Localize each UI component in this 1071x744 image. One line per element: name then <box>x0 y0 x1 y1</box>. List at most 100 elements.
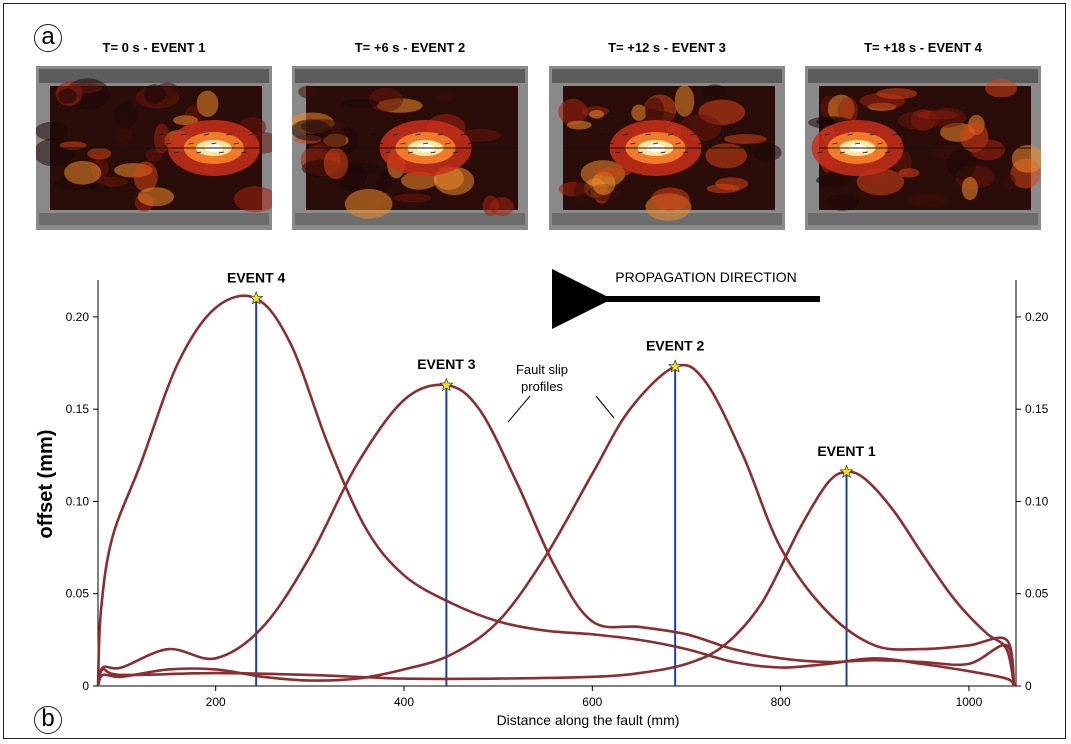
y-tick-label-left: 0.20 <box>66 310 90 324</box>
snapshot-vector <box>652 142 659 145</box>
snapshot-blob <box>339 163 380 175</box>
snapshot-vector <box>385 151 391 154</box>
snapshot-blob <box>87 147 112 160</box>
snapshot-blob <box>323 147 349 180</box>
event-label-event-1: EVENT 1 <box>817 443 876 459</box>
snapshot-blob <box>292 119 332 141</box>
snapshot-vector <box>847 133 853 136</box>
snapshot-blob <box>594 168 632 177</box>
snapshot-blob <box>143 84 166 105</box>
x-tick-label: 1000 <box>956 695 983 709</box>
snapshot-vector <box>241 151 247 154</box>
y-tick-label-right: 0.20 <box>1025 310 1049 324</box>
snapshot-blob <box>907 193 947 207</box>
snapshot-image-1 <box>36 66 272 230</box>
snapshot-blob <box>592 171 616 195</box>
snapshot-vector <box>218 151 224 154</box>
snapshot-image-3 <box>549 66 785 230</box>
snapshot-vector <box>211 142 217 145</box>
snapshot-blob <box>393 193 432 203</box>
snapshot-vector <box>615 151 621 154</box>
peak-star-event-3 <box>439 377 454 392</box>
snapshot-blob <box>705 143 747 169</box>
snapshot-vector <box>166 142 172 145</box>
snapshot-bottom-bar <box>808 213 1038 225</box>
snapshot-blob <box>674 85 695 117</box>
snapshot-blob <box>153 123 171 154</box>
snapshot-blob <box>376 171 392 193</box>
snapshot-vector <box>467 142 474 145</box>
snapshot-blob <box>67 83 103 94</box>
snapshot-blob <box>838 97 859 124</box>
y-axis-title: offset (mm) <box>35 430 57 539</box>
snapshot-top-bar <box>295 69 525 83</box>
propagation-direction-label: PROPAGATION DIRECTION <box>615 269 797 285</box>
snapshot-blob <box>1003 174 1016 190</box>
snapshot-vector <box>824 133 831 136</box>
event-label-event-4: EVENT 4 <box>227 269 286 285</box>
snapshot-blob <box>1011 145 1041 173</box>
snapshot-vector <box>445 142 451 145</box>
snapshot-vector <box>422 142 429 145</box>
snapshot-blob <box>724 134 767 144</box>
snapshot-blob <box>970 139 1005 161</box>
snapshot-blob <box>89 183 108 193</box>
snapshot-vector <box>437 133 444 136</box>
y-tick-label-right: 0.05 <box>1025 587 1049 601</box>
snapshot-image-2 <box>292 66 528 230</box>
snapshot-blob <box>64 160 102 185</box>
snapshot-vector <box>600 133 606 136</box>
snapshot-vector <box>181 133 187 136</box>
x-tick-label: 600 <box>582 695 602 709</box>
snapshot-vector <box>817 151 823 154</box>
snapshot-vector <box>862 151 868 154</box>
snapshot-blob <box>706 184 740 194</box>
snapshot-vector <box>415 133 421 136</box>
snapshot-vector <box>188 142 194 145</box>
fault-slip-label-line1: Fault slip <box>516 362 568 377</box>
snapshot-bottom-bar <box>39 213 269 225</box>
y-tick-label-left: 0.05 <box>66 587 90 601</box>
snapshot-vector <box>839 151 846 154</box>
slip-profile-event-3 <box>96 383 1016 687</box>
snapshot-blob <box>36 121 68 141</box>
snapshot-vector <box>377 142 384 145</box>
snapshot-blob <box>344 189 393 219</box>
snapshot-blob <box>985 79 1017 98</box>
snapshot-blob <box>644 97 665 124</box>
snapshot-vector <box>884 151 891 154</box>
snapshot-blob <box>589 109 605 119</box>
y-tick-label-left: 0.10 <box>66 494 90 508</box>
snapshot-blob <box>137 187 174 207</box>
snapshot-vector <box>637 151 644 154</box>
snapshot-vector <box>675 142 681 145</box>
snapshot-vector <box>370 133 376 136</box>
snapshot-vector <box>226 133 232 136</box>
snapshot-bottom-bar <box>295 213 525 225</box>
slip-profile-event-4 <box>96 294 1016 687</box>
y-tick-label-right: 0.10 <box>1025 494 1049 508</box>
peak-star-event-1 <box>839 464 854 479</box>
snapshot-vector <box>667 133 674 136</box>
peak-star-event-4 <box>249 291 264 305</box>
snapshot-vector <box>173 151 179 154</box>
y-tick-label-left: 0 <box>82 679 89 693</box>
snapshot-blob <box>59 141 87 150</box>
snapshot-vector <box>645 133 651 136</box>
snapshot-blob <box>876 88 918 100</box>
snapshot-title-3: T= +12 s - EVENT 3 <box>608 40 726 55</box>
snapshot-blob <box>631 104 647 121</box>
snapshot-blob <box>815 174 850 186</box>
snapshot-vector <box>460 133 466 136</box>
snapshot-vector <box>248 133 254 136</box>
snapshot-vector <box>630 142 636 145</box>
snapshot-blob <box>651 187 690 211</box>
snapshot-vector <box>892 133 898 136</box>
y-tick-label-right: 0.15 <box>1025 402 1049 416</box>
snapshot-title-2: T= +6 s - EVENT 2 <box>354 40 466 55</box>
snapshot-vector <box>407 151 414 154</box>
snapshot-blob <box>961 176 978 201</box>
snapshot-blob <box>114 102 137 130</box>
snapshot-vector <box>854 142 861 145</box>
